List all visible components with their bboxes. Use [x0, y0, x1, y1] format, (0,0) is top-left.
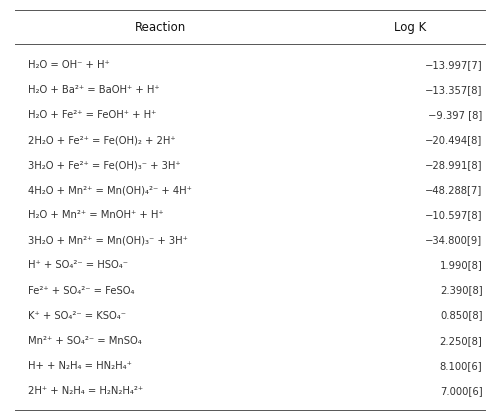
- Text: Log K: Log K: [394, 20, 426, 34]
- Text: −9.397 [8]: −9.397 [8]: [428, 110, 482, 120]
- Text: 7.000[6]: 7.000[6]: [440, 386, 482, 396]
- Text: −48.288[7]: −48.288[7]: [425, 185, 482, 195]
- Text: 4H₂O + Mn²⁺ = Mn(OH)₄²⁻ + 4H⁺: 4H₂O + Mn²⁺ = Mn(OH)₄²⁻ + 4H⁺: [28, 185, 192, 195]
- Text: K⁺ + SO₄²⁻ = KSO₄⁻: K⁺ + SO₄²⁻ = KSO₄⁻: [28, 311, 126, 321]
- Text: H₂O + Mn²⁺ = MnOH⁺ + H⁺: H₂O + Mn²⁺ = MnOH⁺ + H⁺: [28, 210, 163, 220]
- Text: 8.100[6]: 8.100[6]: [440, 361, 482, 371]
- Text: −13.997[7]: −13.997[7]: [425, 60, 482, 70]
- Text: 3H₂O + Mn²⁺ = Mn(OH)₃⁻ + 3H⁺: 3H₂O + Mn²⁺ = Mn(OH)₃⁻ + 3H⁺: [28, 235, 188, 245]
- Text: H+ + N₂H₄ = HN₂H₄⁺: H+ + N₂H₄ = HN₂H₄⁺: [28, 361, 132, 371]
- Text: 2H⁺ + N₂H₄ = H₂N₂H₄²⁺: 2H⁺ + N₂H₄ = H₂N₂H₄²⁺: [28, 386, 142, 396]
- Text: 0.850[8]: 0.850[8]: [440, 311, 482, 321]
- Text: 2H₂O + Fe²⁺ = Fe(OH)₂ + 2H⁺: 2H₂O + Fe²⁺ = Fe(OH)₂ + 2H⁺: [28, 135, 175, 145]
- Text: 1.990[8]: 1.990[8]: [440, 260, 482, 270]
- Text: 3H₂O + Fe²⁺ = Fe(OH)₃⁻ + 3H⁺: 3H₂O + Fe²⁺ = Fe(OH)₃⁻ + 3H⁺: [28, 160, 180, 170]
- Text: Reaction: Reaction: [134, 20, 186, 34]
- Text: 2.390[8]: 2.390[8]: [440, 285, 482, 296]
- Text: H⁺ + SO₄²⁻ = HSO₄⁻: H⁺ + SO₄²⁻ = HSO₄⁻: [28, 260, 128, 270]
- Text: H₂O + Ba²⁺ = BaOH⁺ + H⁺: H₂O + Ba²⁺ = BaOH⁺ + H⁺: [28, 85, 159, 95]
- Text: −10.597[8]: −10.597[8]: [425, 210, 482, 220]
- Text: H₂O + Fe²⁺ = FeOH⁺ + H⁺: H₂O + Fe²⁺ = FeOH⁺ + H⁺: [28, 110, 156, 120]
- Text: Mn²⁺ + SO₄²⁻ = MnSO₄: Mn²⁺ + SO₄²⁻ = MnSO₄: [28, 336, 142, 346]
- Text: −13.357[8]: −13.357[8]: [425, 85, 482, 95]
- Text: −34.800[9]: −34.800[9]: [426, 235, 482, 245]
- Text: −28.991[8]: −28.991[8]: [425, 160, 482, 170]
- Text: Fe²⁺ + SO₄²⁻ = FeSO₄: Fe²⁺ + SO₄²⁻ = FeSO₄: [28, 285, 134, 296]
- Text: H₂O = OH⁻ + H⁺: H₂O = OH⁻ + H⁺: [28, 60, 109, 70]
- Text: 2.250[8]: 2.250[8]: [440, 336, 482, 346]
- Text: −20.494[8]: −20.494[8]: [425, 135, 482, 145]
